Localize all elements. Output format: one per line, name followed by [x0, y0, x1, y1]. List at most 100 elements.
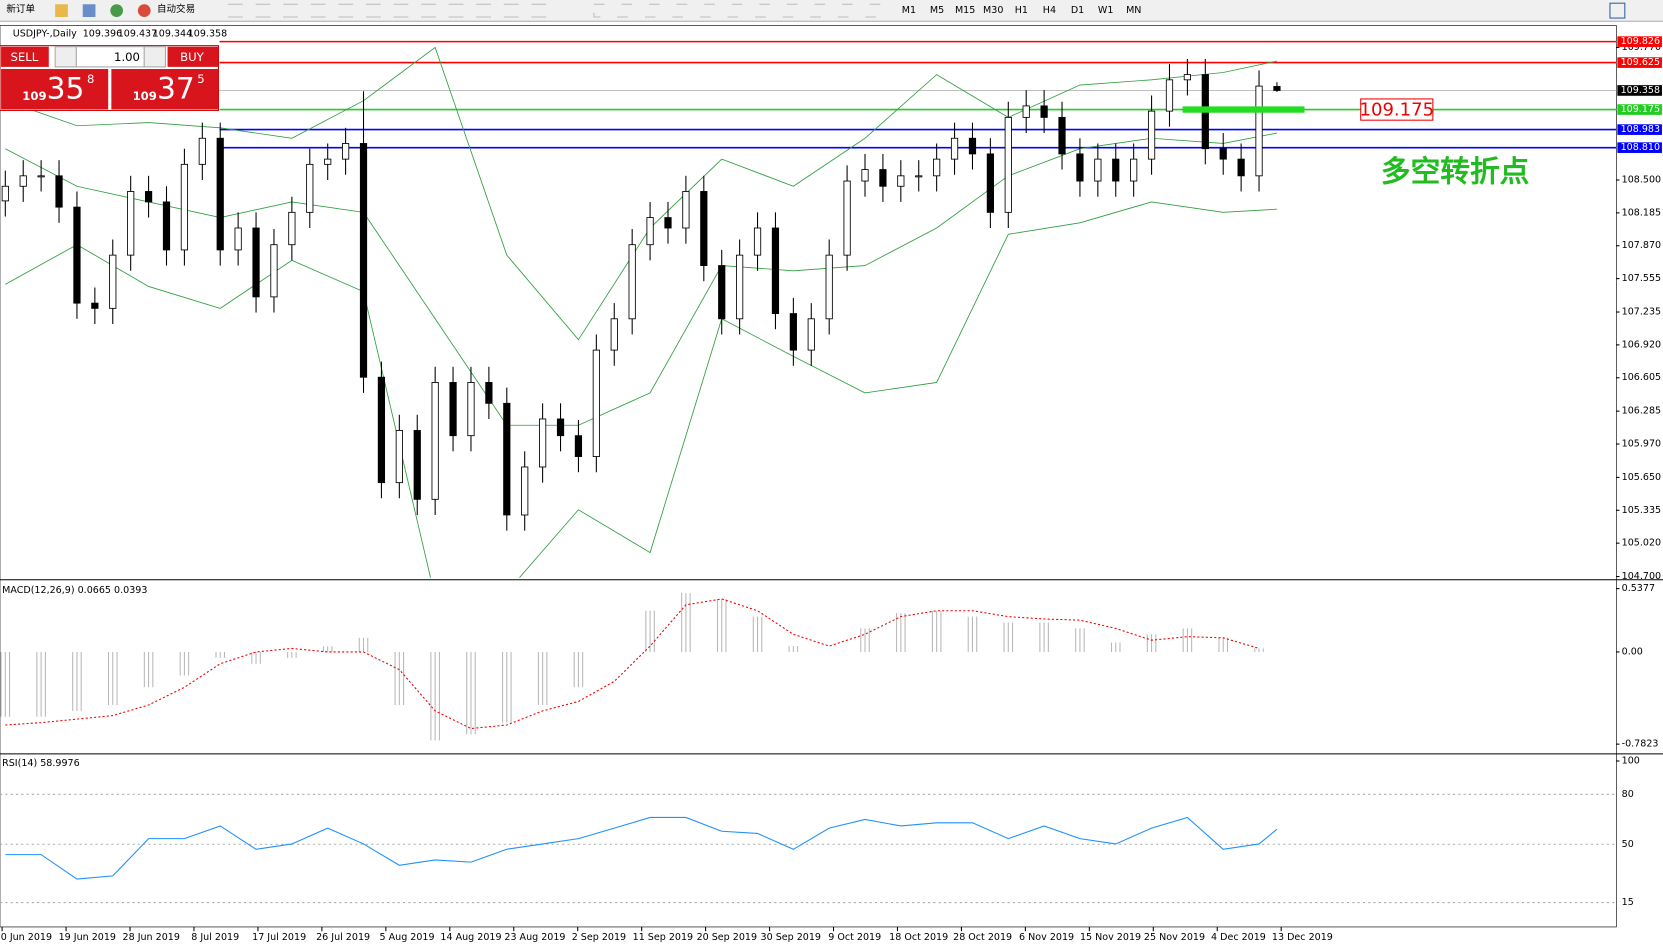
candle-body	[127, 191, 135, 256]
candle-body	[109, 254, 117, 309]
y-tick-label: 108.185	[1622, 207, 1661, 218]
x-tick-label: 30 Sep 2019	[761, 932, 821, 943]
candle-body	[753, 227, 762, 256]
candle-body	[91, 302, 99, 309]
timeframe-button[interactable]: M30	[983, 5, 1003, 16]
timeframe-button[interactable]: D1	[1071, 5, 1084, 16]
timeframe-button[interactable]: MN	[1126, 5, 1141, 16]
candle-body	[933, 158, 941, 177]
candle-body	[718, 265, 726, 320]
bollinger-lower	[5, 201, 1277, 578]
timeframe-button[interactable]: H1	[1015, 5, 1028, 16]
timeframe-button[interactable]: M1	[902, 5, 916, 16]
y-tick-label: 105.335	[1622, 505, 1661, 516]
timeframe-button[interactable]: W1	[1098, 5, 1114, 16]
lots-value[interactable]: 1.00	[114, 50, 140, 64]
toolbar-icon[interactable]	[137, 4, 151, 17]
buy-button[interactable]	[167, 46, 219, 67]
x-tick-label: 19 Jun 2019	[59, 932, 116, 943]
x-tick-label: 26 Jul 2019	[316, 932, 370, 943]
y-tick-label: 50	[1622, 839, 1634, 850]
candle-body	[270, 244, 278, 298]
toolbar	[0, 0, 1663, 22]
candle-body	[162, 201, 171, 251]
bid-pips: 35	[47, 72, 85, 107]
x-tick-label: 2 Sep 2019	[572, 932, 626, 943]
candle-body	[861, 169, 869, 182]
candle-body	[1058, 116, 1066, 155]
y-tick-label: 108.500	[1622, 174, 1661, 185]
drawing-tools[interactable]	[593, 3, 881, 18]
candle-body	[556, 418, 565, 437]
x-tick-label: 14 Aug 2019	[440, 932, 501, 943]
candle-body	[1273, 86, 1281, 91]
level-label-box	[1617, 85, 1662, 96]
toolbar-icon[interactable]	[82, 4, 96, 17]
candle-body	[1165, 79, 1174, 112]
candle-body	[180, 163, 189, 251]
ask-price-box[interactable]	[111, 69, 219, 110]
x-tick-label: 9 Oct 2019	[828, 932, 881, 943]
candle-body	[736, 254, 744, 320]
macd-signal	[5, 598, 1260, 730]
candle-body	[664, 217, 672, 229]
auto-trading[interactable]: 自动交易	[157, 3, 195, 15]
candle-body	[843, 180, 851, 256]
candle-body	[807, 318, 815, 351]
candle-body	[144, 191, 153, 203]
candle-body	[539, 418, 547, 468]
ohlc-value: 109.396	[83, 28, 122, 39]
bid-price-box[interactable]	[1, 69, 109, 110]
y-tick-label: 107.870	[1622, 240, 1661, 251]
pivot-bar	[1182, 106, 1305, 113]
candle-body	[592, 349, 600, 457]
y-tick-label: 106.920	[1622, 339, 1661, 350]
timeframe-button[interactable]: H4	[1043, 5, 1056, 16]
level-label-box	[1617, 57, 1662, 68]
buy-label[interactable]: BUY	[180, 50, 205, 64]
search-icon[interactable]	[1609, 2, 1626, 19]
level-label: 109.175	[1621, 104, 1660, 115]
candle-body	[395, 430, 403, 484]
candle-body	[431, 382, 439, 500]
candle-body	[1, 185, 9, 202]
toolbar-icon[interactable]	[55, 4, 68, 17]
timeframe-button[interactable]: M5	[930, 5, 944, 16]
sell-label[interactable]: SELL	[11, 50, 39, 64]
y-tick-label: 106.285	[1622, 406, 1661, 417]
candle-body	[789, 313, 797, 351]
candle-body	[73, 206, 81, 304]
new-order[interactable]: 新订单	[6, 3, 35, 15]
candle-body	[485, 382, 493, 404]
toolbar-icon[interactable]	[110, 4, 124, 17]
lots-decrease[interactable]	[54, 46, 77, 68]
candle-body	[341, 143, 350, 160]
x-tick-label: 5 Aug 2019	[380, 932, 435, 943]
chart-frame	[0, 25, 1617, 928]
y-tick-label: 105.020	[1622, 538, 1661, 549]
level-label-box	[1617, 124, 1662, 135]
x-tick-label: 13 Dec 2019	[1272, 932, 1333, 943]
y-tick-label: 105.970	[1622, 439, 1661, 450]
y-tick-label: 80	[1622, 789, 1634, 800]
candle-body	[1022, 105, 1030, 118]
level-label-box	[1617, 142, 1662, 153]
timeframe-button[interactable]: M15	[955, 5, 975, 16]
pivot-note: 多空转折点	[1381, 155, 1529, 190]
symbol-label: USDJPY-,Daily	[13, 28, 77, 39]
candle-body	[306, 163, 314, 213]
y-tick-label: 105.650	[1622, 472, 1661, 483]
candle-body	[1130, 158, 1138, 182]
lots-increase[interactable]	[143, 46, 166, 68]
candle-body	[252, 227, 260, 298]
level-label: 108.983	[1621, 124, 1660, 135]
trade-panel: SELL BUY 1.00 109 35 8 109 37 5	[0, 45, 220, 111]
y-tick-label: 104.700	[1622, 571, 1661, 582]
candle-body	[771, 227, 780, 315]
candle-body	[950, 137, 959, 160]
y-tick-label: 0.5377	[1622, 583, 1655, 594]
sell-button[interactable]	[1, 46, 49, 67]
